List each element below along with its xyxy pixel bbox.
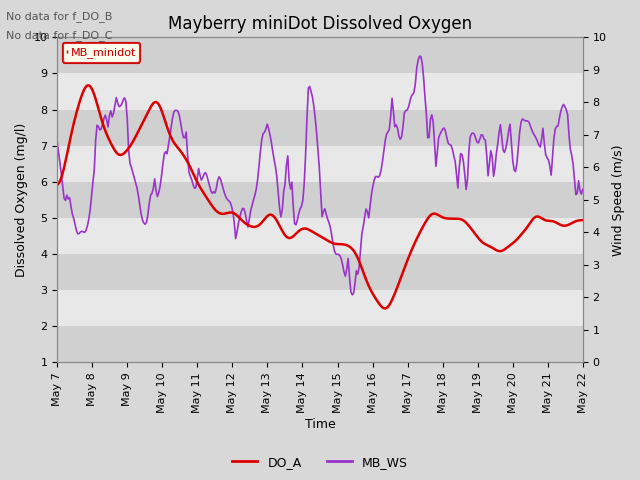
Text: No data for f_DO_C: No data for f_DO_C (6, 30, 113, 41)
Bar (57, 254, 583, 290)
Bar (57, 290, 583, 326)
Y-axis label: Wind Speed (m/s): Wind Speed (m/s) (612, 144, 625, 255)
Bar (57, 109, 583, 145)
Bar (57, 145, 583, 182)
Y-axis label: Dissolved Oxygen (mg/l): Dissolved Oxygen (mg/l) (15, 123, 28, 277)
Legend: DO_A, MB_WS: DO_A, MB_WS (227, 451, 413, 474)
Bar (57, 73, 583, 109)
Bar (57, 37, 583, 73)
Title: Mayberry miniDot Dissolved Oxygen: Mayberry miniDot Dissolved Oxygen (168, 15, 472, 33)
Bar (57, 326, 583, 362)
Legend: MB_minidot: MB_minidot (63, 43, 140, 63)
X-axis label: Time: Time (305, 419, 335, 432)
Bar (57, 218, 583, 254)
Bar (57, 182, 583, 218)
Text: No data for f_DO_B: No data for f_DO_B (6, 11, 113, 22)
